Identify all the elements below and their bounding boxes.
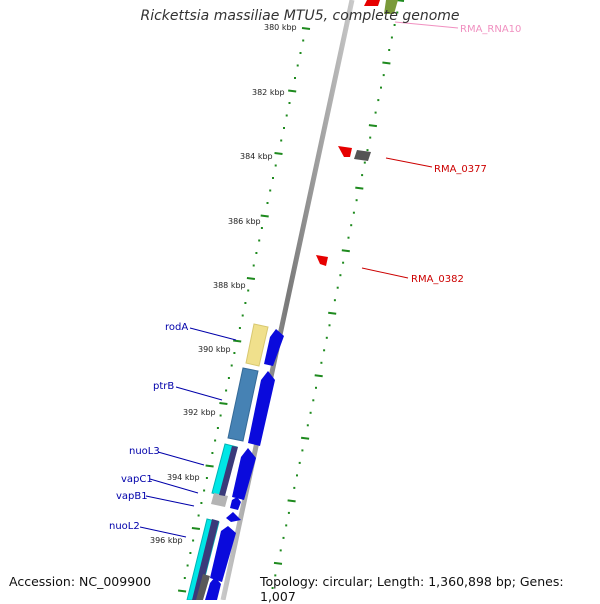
label-vapb1: vapB1 xyxy=(116,491,148,502)
major-tick xyxy=(191,527,201,530)
major-tick xyxy=(301,27,311,30)
label-connectors xyxy=(139,21,459,538)
scale-label: 382 kbp xyxy=(252,88,285,97)
connector-rma-0377 xyxy=(385,157,433,168)
cds-forward xyxy=(205,329,284,600)
major-tick xyxy=(287,499,296,503)
accession-text: Accession: NC_009900 xyxy=(9,574,152,589)
scale-label: 392 kbp xyxy=(183,408,216,417)
cog-block-roda xyxy=(245,323,269,367)
cds-arrow xyxy=(232,448,256,500)
major-tick xyxy=(300,436,310,440)
label-ptrb: ptrB xyxy=(153,381,174,392)
cds-arrow-green xyxy=(384,0,398,14)
genome-backbone xyxy=(220,0,355,601)
cog-blocks xyxy=(186,323,269,601)
scale-label: 390 kbp xyxy=(198,345,231,354)
scale-label: 384 kbp xyxy=(240,152,273,161)
cds-arrow-red xyxy=(364,0,380,6)
major-tick xyxy=(328,311,337,315)
scale-ticks xyxy=(177,27,311,593)
label-vapc1: vapC1 xyxy=(121,474,153,485)
connector-roda xyxy=(189,327,237,341)
cds-block-gray xyxy=(354,150,371,161)
major-tick xyxy=(219,402,228,405)
major-tick xyxy=(260,214,269,218)
cds-reverse xyxy=(316,0,398,266)
connector-vapb1 xyxy=(145,495,195,507)
scale-label: 394 kbp xyxy=(167,473,200,482)
cog-block-ptrb xyxy=(227,367,259,442)
cog-block-inner xyxy=(219,446,238,496)
scale-labels: 380 kbp 382 kbp 384 kbp 386 kbp 388 kbp … xyxy=(150,23,297,545)
cds-arrow xyxy=(205,577,221,600)
cds-arrow-red xyxy=(316,255,328,266)
scale-label: 396 kbp xyxy=(150,536,183,545)
label-roda: rodA xyxy=(165,322,188,333)
label-rma-0377: RMA_0377 xyxy=(434,164,487,175)
connector-nuol3 xyxy=(157,451,205,466)
cds-arrow xyxy=(230,497,241,510)
cds-arrow xyxy=(226,512,241,522)
cds-arrow xyxy=(248,371,275,446)
major-tick xyxy=(341,249,350,253)
cds-arrow xyxy=(210,526,236,582)
scale-label: 388 kbp xyxy=(213,281,246,290)
major-tick xyxy=(368,124,378,128)
right-labels: RMA_RNA10 RMA_0377 RMA_0382 xyxy=(411,24,521,285)
connector-nuol2 xyxy=(139,526,187,538)
cog-block-inner xyxy=(196,574,210,600)
connector-vapc1 xyxy=(149,478,199,494)
major-tick xyxy=(246,277,256,280)
major-tick xyxy=(355,186,364,190)
major-tick xyxy=(274,152,283,155)
connector-rma-rna10 xyxy=(394,21,459,29)
label-nuol3: nuoL3 xyxy=(129,446,160,457)
cog-block-vap xyxy=(211,493,228,507)
major-tick xyxy=(382,61,391,65)
connector-rma-0382 xyxy=(361,267,409,279)
major-tick xyxy=(177,589,187,593)
scale-label: 380 kbp xyxy=(264,23,297,32)
cog-block-inner xyxy=(192,519,219,600)
major-tick xyxy=(233,339,242,343)
scale-label: 386 kbp xyxy=(228,217,261,226)
major-tick xyxy=(273,561,283,565)
cds-arrow xyxy=(264,329,284,366)
cds-arrow-red xyxy=(338,146,352,157)
map-title: Rickettsia massiliae MTU5, complete geno… xyxy=(140,8,460,24)
left-labels: rodA ptrB nuoL3 vapC1 vapB1 nuoL2 xyxy=(109,322,188,532)
outer-ticks xyxy=(271,0,405,589)
major-tick xyxy=(288,89,297,93)
major-tick xyxy=(205,464,214,468)
label-nuol2: nuoL2 xyxy=(109,521,140,532)
label-rma-0382: RMA_0382 xyxy=(411,274,464,285)
major-tick xyxy=(314,374,323,378)
label-rma-rna10: RMA_RNA10 xyxy=(460,24,521,35)
connector-ptrb xyxy=(175,386,223,401)
